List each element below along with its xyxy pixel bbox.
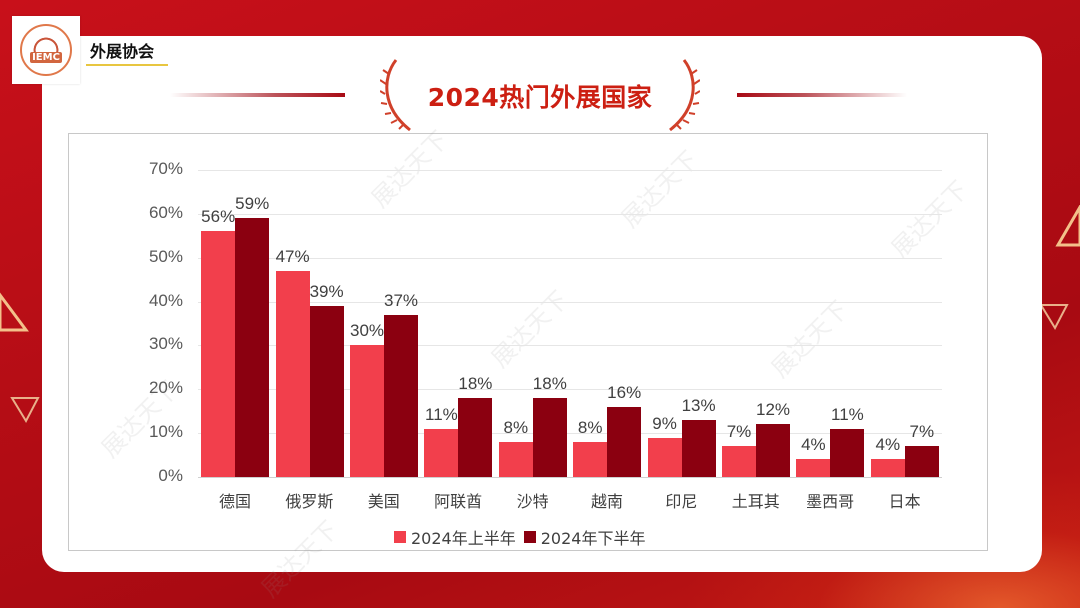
plot-area <box>198 170 942 478</box>
legend-swatch-h1 <box>394 531 406 543</box>
data-label: 16% <box>607 382 642 402</box>
bar-h2 <box>235 218 270 477</box>
x-tick-label: 德国 <box>218 492 251 511</box>
legend-item-h1: 2024年上半年 <box>394 525 516 549</box>
data-label: 7% <box>909 422 935 442</box>
x-tick-label: 阿联酋 <box>434 492 483 511</box>
data-label: 4% <box>801 435 826 455</box>
data-label: 4% <box>875 435 901 455</box>
wreath-left-icon <box>380 59 411 132</box>
x-tick-label: 美国 <box>367 492 400 511</box>
bar-h1 <box>424 428 459 477</box>
x-tick-label: 日本 <box>888 492 921 511</box>
data-label: 39% <box>309 281 344 301</box>
data-label: 56% <box>201 207 236 227</box>
data-label: 30% <box>349 321 385 341</box>
y-tick-label: 0% <box>158 466 183 485</box>
y-tick-label: 60% <box>148 202 183 222</box>
y-tick-label: 20% <box>148 378 183 398</box>
bar-h1 <box>201 231 236 477</box>
data-label: 59% <box>235 194 270 214</box>
data-label: 8% <box>577 417 603 437</box>
bar-h1 <box>498 441 533 477</box>
logo-text: IEMC <box>30 52 62 63</box>
chart-frame <box>68 133 988 551</box>
y-tick-label: 50% <box>148 246 183 266</box>
x-tick-label: 墨西哥 <box>806 492 855 511</box>
gridline <box>198 345 942 347</box>
gridline <box>198 213 942 215</box>
data-label: 47% <box>275 246 310 266</box>
bar-h1 <box>573 441 608 477</box>
data-label: 18% <box>532 374 567 394</box>
legend-swatch-h2 <box>523 531 536 543</box>
bar-h2 <box>532 398 567 477</box>
data-label: 11% <box>425 404 458 424</box>
ship-wheel-icon <box>20 24 72 76</box>
data-label: 18% <box>458 374 493 394</box>
bar-h1 <box>275 270 310 477</box>
bar-h1 <box>722 446 756 477</box>
bar-h2 <box>904 446 939 477</box>
gridline <box>198 389 942 391</box>
triangle-decoration-icon <box>10 397 40 424</box>
title-area: 2024热门外展国家 <box>0 56 1080 136</box>
org-underline <box>86 64 168 66</box>
y-tick-label: 40% <box>148 290 183 310</box>
gridline <box>198 433 942 435</box>
triangle-decoration-icon <box>1039 304 1069 331</box>
gridline <box>198 257 942 259</box>
x-tick-label: 印尼 <box>665 492 698 511</box>
gridline <box>198 170 942 171</box>
gridline <box>198 301 942 303</box>
data-label: 7% <box>726 422 752 442</box>
legend-item-h2: 2024年下半年 <box>523 525 646 549</box>
bar-h1 <box>796 459 831 477</box>
data-label: 8% <box>503 417 529 437</box>
bar-h1 <box>870 459 905 477</box>
legend: 2024年上半年 2024年下半年 <box>394 525 653 549</box>
legend-label-h2: 2024年下半年 <box>540 529 646 548</box>
title-line-right <box>737 93 907 97</box>
chart-title: 2024热门外展国家 <box>427 83 653 112</box>
bar-h2 <box>830 428 865 477</box>
bar-h2 <box>607 406 642 477</box>
x-tick-label: 越南 <box>590 492 623 511</box>
bar-h2 <box>756 424 790 477</box>
y-tick-label: 70% <box>148 159 183 178</box>
bar-h2 <box>458 398 493 477</box>
triangle-decoration-icon <box>1055 205 1080 247</box>
bar-h1 <box>350 345 384 477</box>
x-tick-label: 沙特 <box>516 492 549 511</box>
x-tick-label: 土耳其 <box>731 492 780 511</box>
bar-h2 <box>384 314 418 477</box>
logo: IEMC <box>12 16 80 84</box>
bar-h1 <box>647 437 682 477</box>
x-tick-label: 俄罗斯 <box>285 492 334 511</box>
x-axis-line <box>198 477 942 478</box>
legend-label-h1: 2024年上半年 <box>411 529 516 548</box>
bar-h2 <box>309 305 344 477</box>
y-tick-label: 30% <box>148 334 183 354</box>
triangle-decoration-icon <box>0 292 29 332</box>
data-label: 12% <box>755 400 791 420</box>
org-name: 外展协会 <box>90 42 155 61</box>
title-line-left <box>170 93 345 97</box>
y-tick-label: 10% <box>148 422 183 442</box>
data-label: 13% <box>681 395 716 415</box>
data-label: 9% <box>652 413 677 433</box>
bar-h2 <box>681 420 716 477</box>
data-label: 37% <box>383 290 419 310</box>
wreath-right-icon <box>669 59 700 132</box>
data-label: 11% <box>831 404 864 424</box>
